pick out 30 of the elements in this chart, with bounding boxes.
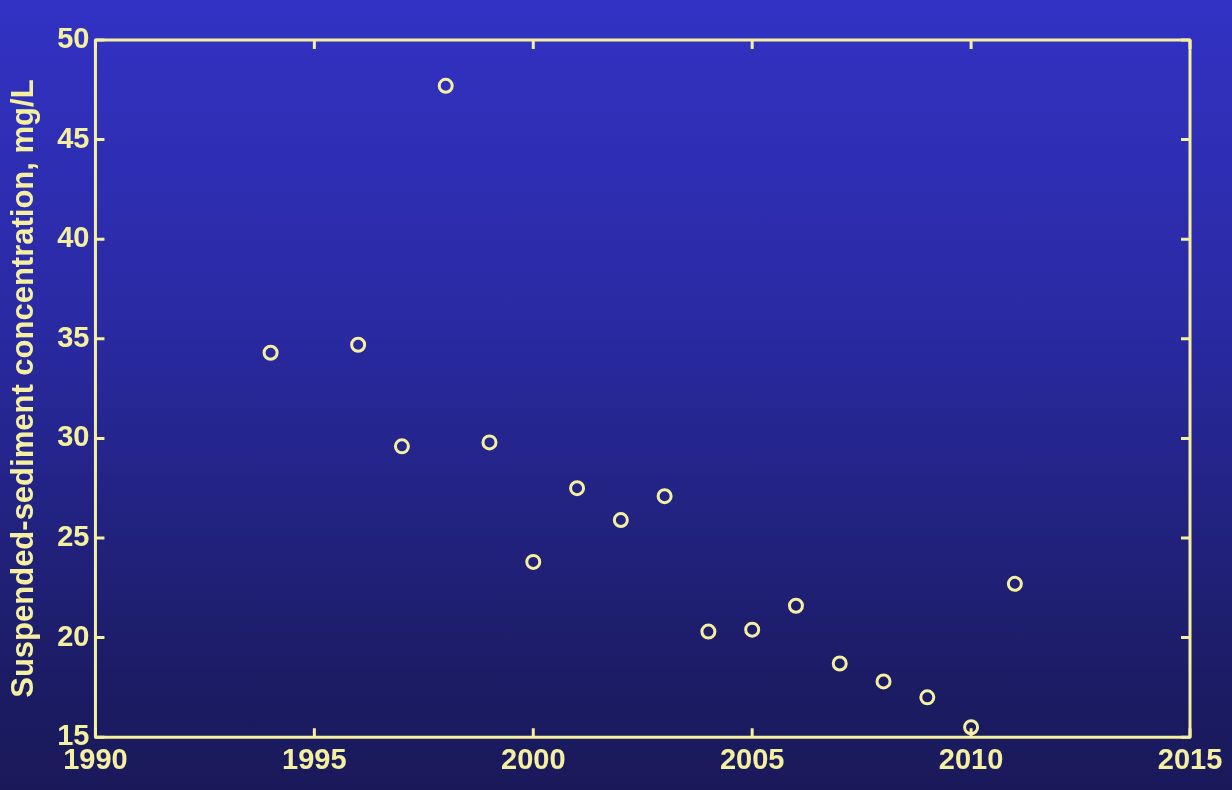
y-tick-label: 25 (57, 520, 90, 552)
y-tick-label: 20 (57, 619, 90, 652)
point (525, 553, 542, 570)
point (744, 621, 761, 638)
point (787, 597, 804, 614)
y-axis-title: Suspended-sediment concentration, mg/L (5, 79, 41, 698)
point (700, 623, 717, 640)
y-tick-label: 30 (57, 420, 90, 453)
point (612, 512, 629, 529)
x-tick-label: 2015 (1157, 742, 1223, 775)
point (875, 673, 892, 690)
point (481, 434, 498, 451)
point (656, 488, 673, 505)
point (831, 655, 848, 672)
point (963, 719, 980, 736)
point (262, 344, 279, 361)
y-tick-label: 40 (57, 221, 90, 254)
y-tick-label: 35 (57, 320, 90, 353)
point (350, 336, 367, 353)
point (569, 480, 586, 497)
point (919, 689, 936, 706)
x-tick-label: 2000 (501, 742, 566, 775)
y-tick-label: 50 (57, 22, 90, 54)
x-tick-label: 2010 (938, 742, 1004, 775)
x-tick-label: 1995 (282, 742, 347, 775)
y-tick-label: 45 (57, 121, 90, 154)
point (393, 438, 410, 455)
x-tick-label: 2005 (719, 742, 785, 775)
point (1006, 575, 1023, 592)
point (437, 77, 454, 94)
